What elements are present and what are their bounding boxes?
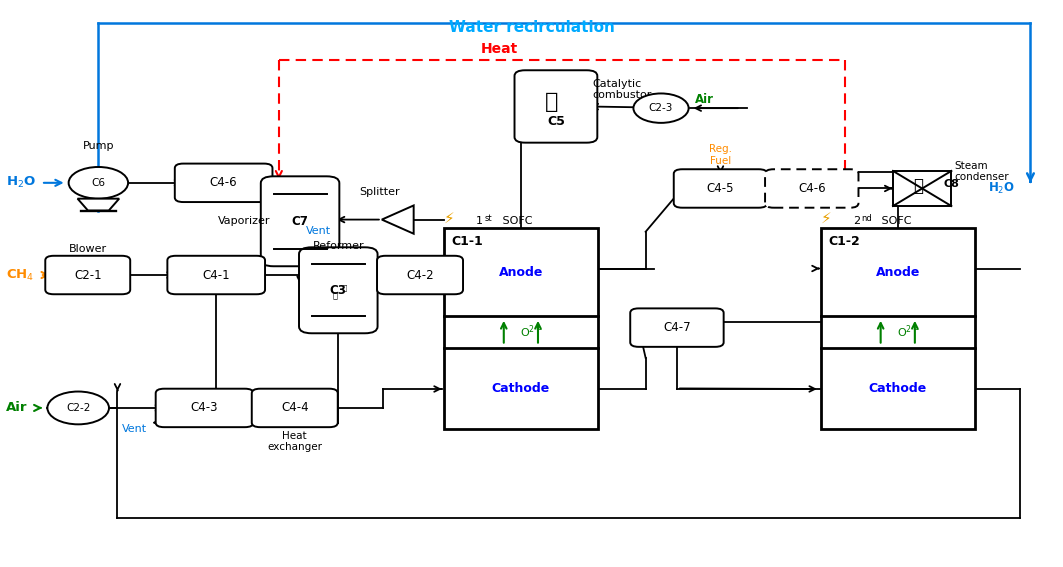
- Polygon shape: [78, 198, 119, 210]
- Text: Vaporizer: Vaporizer: [218, 216, 270, 226]
- Text: SOFC: SOFC: [878, 215, 912, 226]
- Text: SOFC: SOFC: [500, 215, 533, 226]
- Bar: [821, 229, 975, 429]
- Text: Cathode: Cathode: [492, 382, 550, 395]
- Text: Reg.
Fuel: Reg. Fuel: [709, 144, 732, 166]
- Text: Air: Air: [6, 401, 28, 414]
- FancyBboxPatch shape: [46, 256, 130, 294]
- Text: C4-2: C4-2: [406, 269, 434, 282]
- Text: C4-6: C4-6: [798, 182, 826, 195]
- Bar: [893, 171, 951, 206]
- Text: CH$_4$: CH$_4$: [6, 268, 34, 282]
- Text: Water recirculation: Water recirculation: [449, 20, 614, 36]
- Text: H$_2$O: H$_2$O: [988, 181, 1015, 196]
- FancyBboxPatch shape: [252, 389, 338, 427]
- Text: Anode: Anode: [876, 265, 919, 278]
- Text: C2-1: C2-1: [74, 269, 102, 282]
- FancyBboxPatch shape: [674, 169, 767, 208]
- Text: C2-3: C2-3: [648, 103, 673, 113]
- Text: C4-3: C4-3: [190, 401, 218, 414]
- Text: Pump: Pump: [83, 141, 114, 151]
- Text: nd: nd: [861, 214, 872, 223]
- FancyBboxPatch shape: [514, 70, 597, 143]
- Text: ⚡: ⚡: [444, 210, 455, 226]
- Text: 2: 2: [853, 215, 860, 226]
- Text: C2-2: C2-2: [66, 403, 90, 413]
- Text: C1-1: C1-1: [452, 235, 483, 248]
- Text: 💧: 💧: [913, 177, 923, 194]
- FancyBboxPatch shape: [630, 308, 724, 347]
- Text: Steam
condenser: Steam condenser: [955, 160, 1009, 183]
- Text: H$_2$O: H$_2$O: [6, 175, 36, 191]
- Text: Splitter: Splitter: [359, 187, 400, 197]
- Text: C1-2: C1-2: [828, 235, 860, 248]
- Text: Heat
exchanger: Heat exchanger: [267, 430, 322, 452]
- Text: C4-6: C4-6: [209, 176, 237, 189]
- Text: Blower: Blower: [69, 243, 106, 253]
- Circle shape: [69, 167, 128, 198]
- Text: C4-5: C4-5: [707, 182, 735, 195]
- FancyBboxPatch shape: [167, 256, 265, 294]
- Text: Cathode: Cathode: [868, 382, 927, 395]
- Text: 🔥: 🔥: [545, 92, 558, 112]
- Text: 🔴: 🔴: [333, 291, 338, 301]
- Circle shape: [634, 94, 689, 123]
- Text: 🔴: 🔴: [342, 284, 347, 291]
- Text: O$^{2-}$: O$^{2-}$: [897, 323, 919, 340]
- FancyBboxPatch shape: [260, 176, 339, 266]
- Text: C4-7: C4-7: [663, 321, 691, 334]
- Polygon shape: [382, 205, 414, 234]
- Text: C3: C3: [330, 284, 347, 297]
- Text: Air: Air: [695, 93, 714, 106]
- Text: ⚡: ⚡: [821, 210, 831, 226]
- FancyBboxPatch shape: [299, 247, 377, 333]
- Text: Reformer: Reformer: [313, 242, 365, 251]
- Text: Anode: Anode: [499, 265, 543, 278]
- Text: C5: C5: [547, 115, 564, 128]
- Text: st: st: [485, 214, 492, 223]
- Bar: [444, 229, 597, 429]
- Text: Catalytic
combustor: Catalytic combustor: [592, 79, 652, 100]
- Circle shape: [48, 392, 109, 424]
- Text: 1: 1: [476, 215, 483, 226]
- FancyBboxPatch shape: [765, 169, 859, 208]
- Text: Vent: Vent: [306, 226, 331, 236]
- Text: C4-1: C4-1: [202, 269, 230, 282]
- FancyBboxPatch shape: [174, 164, 272, 202]
- Text: O$^{2-}$: O$^{2-}$: [520, 323, 543, 340]
- Text: C6: C6: [91, 178, 105, 188]
- FancyBboxPatch shape: [155, 389, 253, 427]
- Text: Vent: Vent: [122, 424, 147, 434]
- Text: C7: C7: [291, 215, 308, 228]
- Text: Heat: Heat: [482, 41, 519, 56]
- FancyBboxPatch shape: [377, 256, 463, 294]
- Text: C4-4: C4-4: [281, 401, 308, 414]
- Text: C8: C8: [943, 179, 959, 189]
